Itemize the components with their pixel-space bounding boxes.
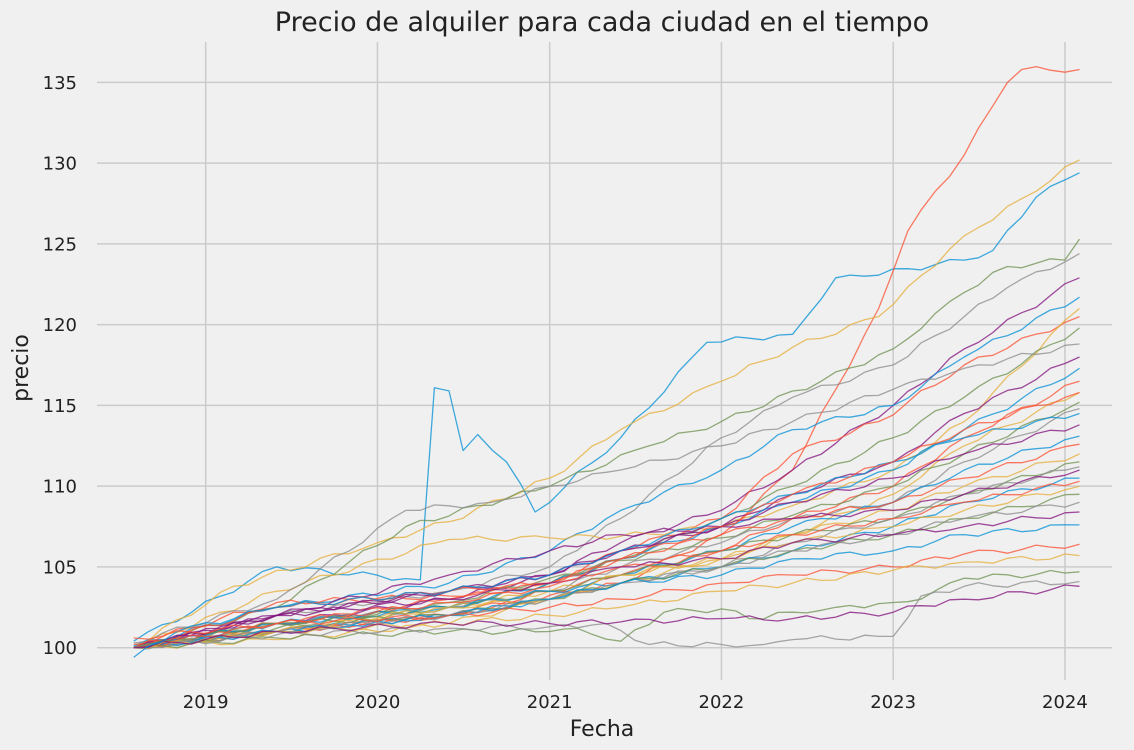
x-tick-label: 2022 <box>699 692 745 713</box>
chart-title: Precio de alquiler para cada ciudad en e… <box>275 7 929 38</box>
x-tick-label: 2023 <box>870 692 916 713</box>
y-tick-label: 115 <box>43 396 77 417</box>
series-line <box>133 315 1080 646</box>
x-tick-label: 2019 <box>183 692 229 713</box>
y-tick-label: 110 <box>43 477 77 498</box>
x-tick-label: 2021 <box>527 692 573 713</box>
series-line <box>133 511 1080 649</box>
y-tick-label: 135 <box>43 73 77 94</box>
series-line <box>133 253 1080 649</box>
y-axis-label: precio <box>9 334 34 402</box>
series-line <box>133 443 1080 649</box>
x-tick-label: 2020 <box>355 692 401 713</box>
x-gridlines <box>204 42 1066 680</box>
series-layer <box>133 65 1081 658</box>
series-line <box>133 172 1080 642</box>
y-tick-labels: 100 105 110 115 120 125 130 135 <box>43 73 77 659</box>
series-line <box>133 469 1080 649</box>
series-line <box>133 412 1080 658</box>
y-tick-label: 100 <box>43 638 77 659</box>
y-tick-label: 130 <box>43 154 77 175</box>
series-line <box>133 356 1080 649</box>
series-line <box>133 485 1080 650</box>
x-tick-labels: 2019 2020 2021 2022 2023 2024 <box>183 692 1088 713</box>
series-line <box>133 343 1080 644</box>
series-line <box>133 501 1080 649</box>
series-line <box>133 477 1080 649</box>
y-gridlines <box>97 81 1112 649</box>
series-line <box>133 435 1080 650</box>
series-line <box>133 391 1080 640</box>
x-axis-label: Fecha <box>570 717 635 742</box>
series-line <box>133 424 1080 649</box>
series-line <box>133 584 1080 649</box>
series-line <box>133 480 1080 649</box>
series-line <box>133 296 1080 647</box>
y-tick-label: 105 <box>43 557 77 578</box>
y-tick-label: 120 <box>43 315 77 336</box>
series-line <box>133 569 1080 649</box>
y-tick-label: 125 <box>43 234 77 255</box>
series-line <box>133 159 1080 649</box>
x-tick-label: 2024 <box>1042 692 1088 713</box>
